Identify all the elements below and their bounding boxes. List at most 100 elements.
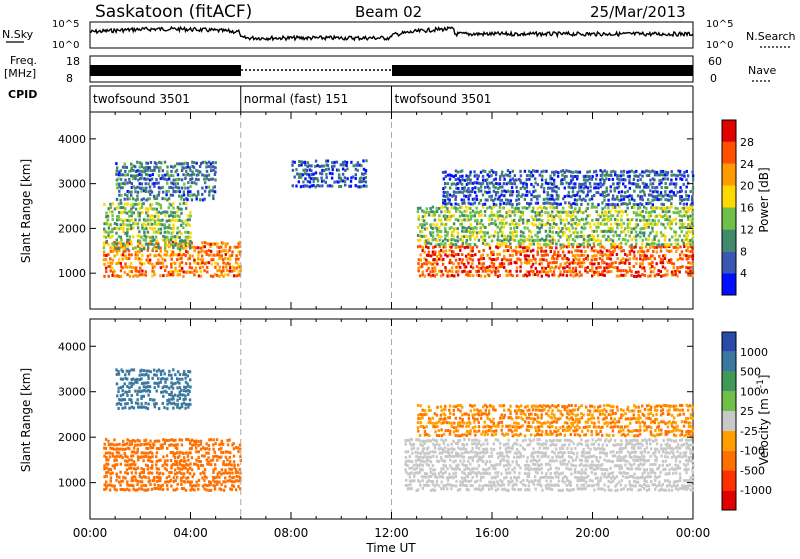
heatmap-cell <box>474 201 476 204</box>
heatmap-cell <box>647 186 649 189</box>
heatmap-cell <box>331 161 333 164</box>
heatmap-cell <box>426 472 428 475</box>
heatmap-cell <box>514 442 516 445</box>
heatmap-cell <box>158 174 160 177</box>
heatmap-cell <box>544 202 546 205</box>
heatmap-cell <box>519 270 521 273</box>
heatmap-cell <box>239 269 241 272</box>
heatmap-cell <box>107 458 109 461</box>
heatmap-cell <box>651 223 653 226</box>
heatmap-cell <box>147 231 149 234</box>
heatmap-cell <box>677 191 679 194</box>
heatmap-cell <box>176 463 178 466</box>
heatmap-cell <box>129 440 131 443</box>
heatmap-cell <box>187 393 189 396</box>
heatmap-cell <box>491 455 493 458</box>
heatmap-cell <box>470 265 472 268</box>
heatmap-cell <box>159 459 161 462</box>
heatmap-cell <box>538 468 540 471</box>
heatmap-cell <box>174 403 176 406</box>
heatmap-cell <box>201 241 203 244</box>
heatmap-cell <box>140 174 142 177</box>
heatmap-cell <box>623 222 625 225</box>
heatmap-cell <box>149 385 151 388</box>
heatmap-cell <box>486 266 488 269</box>
heatmap-cell <box>611 230 613 233</box>
heatmap-cell <box>488 195 490 198</box>
heatmap-cell <box>591 203 593 206</box>
heatmap-cell <box>122 370 124 373</box>
heatmap-cell <box>182 476 184 479</box>
heatmap-cell <box>562 219 564 222</box>
heatmap-cell <box>534 273 536 276</box>
heatmap-cell <box>463 230 465 233</box>
heatmap-cell <box>197 173 199 176</box>
heatmap-cell <box>480 456 482 459</box>
heatmap-cell <box>342 168 344 171</box>
heatmap-cell <box>199 171 201 174</box>
heatmap-cell <box>690 266 692 269</box>
heatmap-cell <box>166 220 168 223</box>
freq-tick-top: 18 <box>66 55 80 68</box>
heatmap-cell <box>559 243 561 246</box>
heatmap-cell <box>405 451 407 454</box>
heatmap-cell <box>549 230 551 233</box>
heatmap-cell <box>208 194 210 197</box>
heatmap-cell <box>141 406 143 409</box>
heatmap-cell <box>648 194 650 197</box>
heatmap-cell <box>478 239 480 242</box>
heatmap-cell <box>193 173 195 176</box>
heatmap-cell <box>670 243 672 246</box>
heatmap-cell <box>513 227 515 230</box>
heatmap-cell <box>538 464 540 467</box>
heatmap-cell <box>176 476 178 479</box>
heatmap-cell <box>229 460 231 463</box>
heatmap-cell <box>641 195 643 198</box>
heatmap-cell <box>563 481 565 484</box>
heatmap-cell <box>145 182 147 185</box>
heatmap-cell <box>477 270 479 273</box>
heatmap-cell <box>417 226 419 229</box>
heatmap-cell <box>203 269 205 272</box>
heatmap-cell <box>524 170 526 173</box>
heatmap-cell <box>505 202 507 205</box>
heatmap-cell <box>633 199 635 202</box>
heatmap-cell <box>510 262 512 265</box>
heatmap-cell <box>212 161 214 164</box>
heatmap-cell <box>302 173 304 176</box>
heatmap-cell <box>136 254 138 257</box>
heatmap-cell <box>532 174 534 177</box>
heatmap-cell <box>522 439 524 442</box>
heatmap-cell <box>497 235 499 238</box>
heatmap-cell <box>512 170 514 173</box>
heatmap-cell <box>522 483 524 486</box>
heatmap-cell <box>450 242 452 245</box>
heatmap-cell <box>648 174 650 177</box>
heatmap-cell <box>365 159 367 162</box>
heatmap-cell <box>193 161 195 164</box>
heatmap-cell <box>362 159 364 162</box>
heatmap-cell <box>515 460 517 463</box>
heatmap-cell <box>166 454 168 457</box>
heatmap-cell <box>153 369 155 372</box>
heatmap-cell <box>509 171 511 174</box>
heatmap-cell <box>501 480 503 483</box>
heatmap-cell <box>515 477 517 480</box>
colorbar-swatch <box>722 251 736 273</box>
heatmap-cell <box>442 484 444 487</box>
heatmap-cell <box>688 255 690 258</box>
heatmap-cell <box>122 407 124 410</box>
heatmap-cell <box>130 224 132 227</box>
heatmap-cell <box>130 191 132 194</box>
heatmap-cell <box>451 274 453 277</box>
heatmap-cell <box>189 378 191 381</box>
heatmap-cell <box>630 244 632 247</box>
heatmap-cell <box>494 476 496 479</box>
heatmap-cell <box>591 266 593 269</box>
heatmap-cell <box>639 214 641 217</box>
heatmap-cell <box>528 259 530 262</box>
heatmap-cell <box>666 270 668 273</box>
heatmap-cell <box>184 187 186 190</box>
heatmap-cell <box>191 481 193 484</box>
